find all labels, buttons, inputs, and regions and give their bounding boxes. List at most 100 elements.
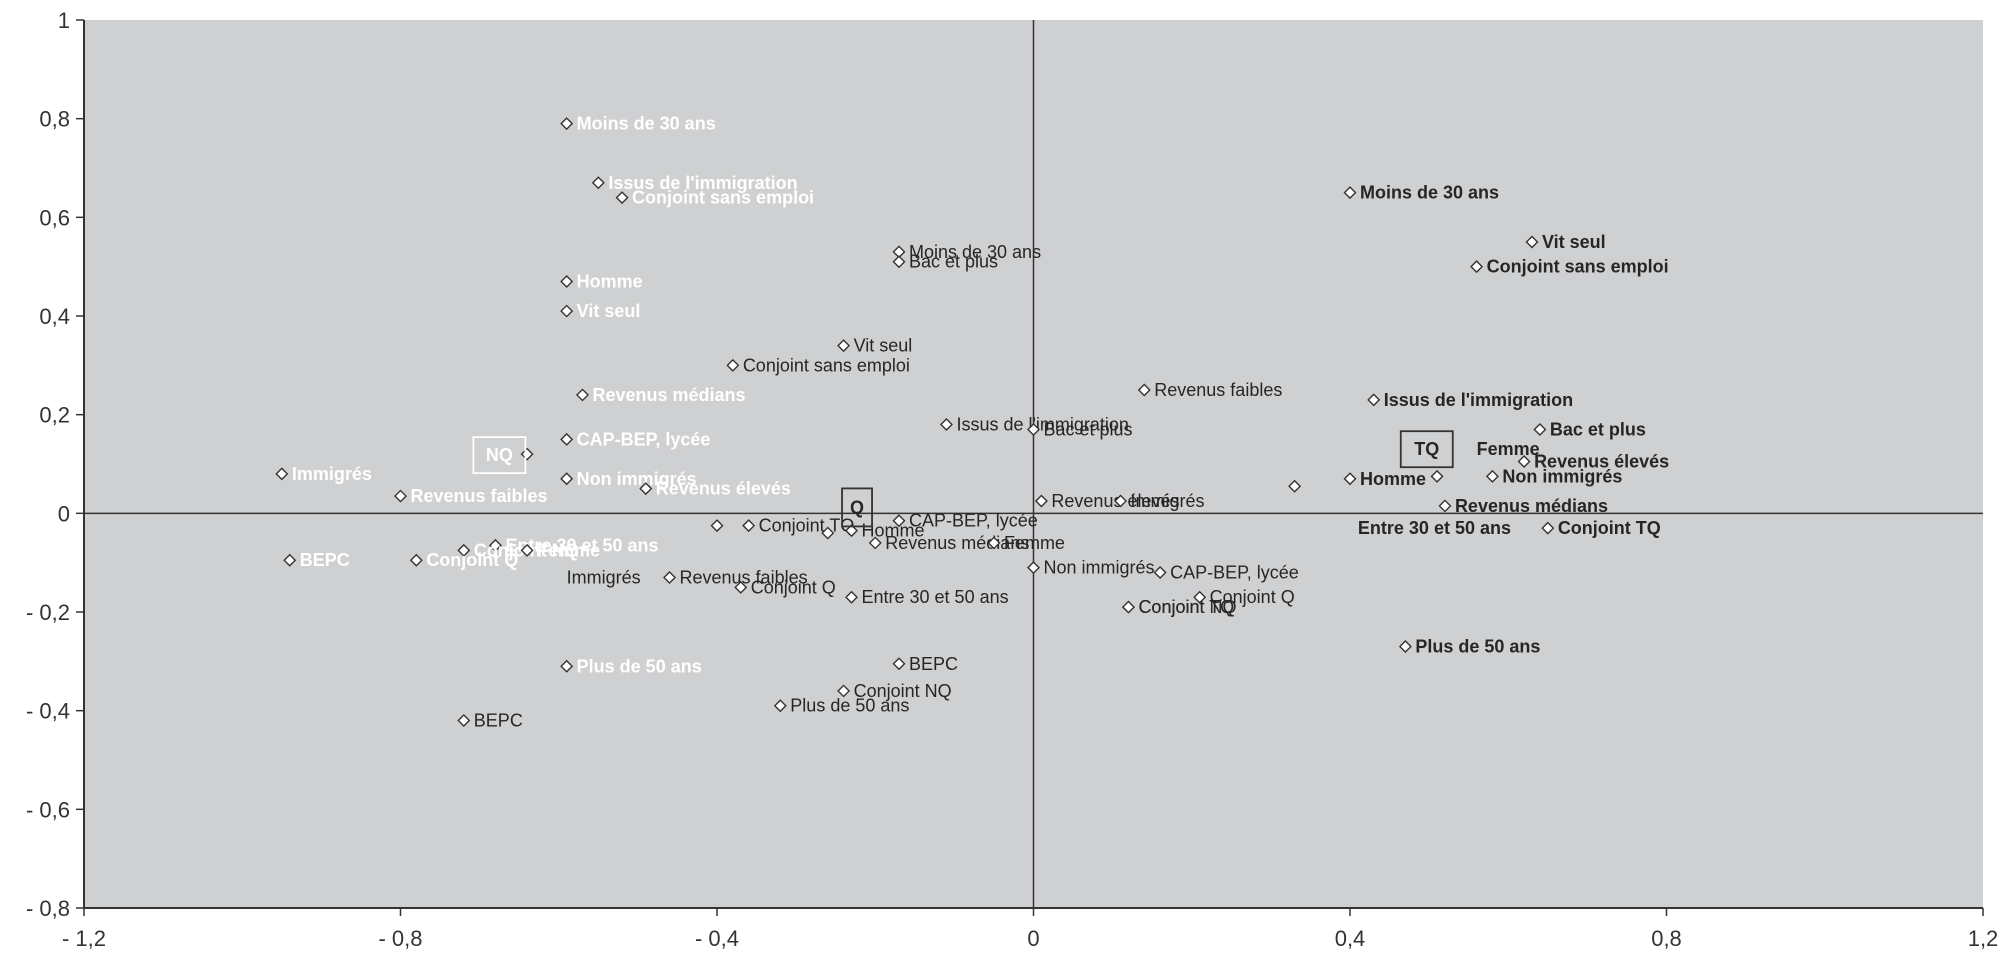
point-marker [837,684,851,698]
point-label-revenus-faibles: Revenus faibles [411,486,548,506]
point-label-homme: Homme [1360,469,1426,489]
point-label-femme: Femme [1004,533,1065,553]
point-marker [560,472,574,486]
point-marker [987,536,1001,550]
point-marker [1430,469,1444,483]
point-label-revenus-faibles: Revenus faibles [680,567,808,587]
point-marker [1367,393,1381,407]
point-label-bepc: BEPC [474,711,523,731]
point-label-issus-de-l-immigration: Issus de l'immigration [1384,390,1573,410]
point-marker [1485,469,1499,483]
point-label-revenus-eleves: Revenus élevés [656,479,791,499]
point-marker [1533,422,1547,436]
point-label-entre-30-et-50-ans: Entre 30 et 50 ans [862,587,1009,607]
x-tick-label: 0,8 [1651,926,1682,951]
y-tick-label: 0,4 [39,304,70,329]
point-label-conjoint-q: Conjoint Q [426,550,518,570]
point-label-conjoint-sans-emploi: Conjoint sans emploi [743,355,910,375]
centroid-label-q: Q [850,497,864,517]
point-marker [1137,383,1151,397]
point-marker [663,570,677,584]
point-label-immigres: Immigrés [1131,491,1205,511]
tick-labels: 1 0,8 0,6 0,4 0,2 0 - 0,2 - 0,4 - 0,6 - 0,8 - 1,2 -… [26,8,1998,951]
point-marker [734,580,748,594]
point-label-vit-seul: Vit seul [854,336,913,356]
point-label-cap-bep-lycee: CAP-BEP, lycée [577,429,711,449]
y-tick-label: - 0,2 [26,600,70,625]
point-marker [1193,590,1207,604]
centroid-box-tq [1399,430,1454,469]
point-marker [1517,455,1531,469]
point-marker [275,467,289,481]
x-tick-label: - 0,8 [378,926,422,951]
point-marker [488,538,502,552]
point-marker [821,526,835,540]
point-marker [837,339,851,353]
point-marker [1121,600,1135,614]
point-label-conjoint-q: Conjoint Q [1210,587,1295,607]
point-marker [1343,186,1357,200]
point-marker [560,117,574,131]
point-label-non-immigres: Non immigrés [1502,466,1622,486]
y-tick-label: 0,8 [39,107,70,132]
point-marker [845,524,859,538]
point-label-conjoint-q: Conjoint Q [751,577,836,597]
x-tick-label: 1,2 [1968,926,1999,951]
point-label-issus-de-l-immigration: Issus de l'immigration [956,415,1129,435]
point-label-conjoint-tq: Conjoint TQ [1138,597,1234,617]
point-label-plus-de-50-ans: Plus de 50 ans [790,696,909,716]
centroid-label-nq: NQ [486,445,513,465]
point-label-vit-seul: Vit seul [1542,232,1606,252]
point-marker [1398,640,1412,654]
point-label-cap-bep-lycee: CAP-BEP, lycée [1170,563,1299,583]
x-tick-label: - 1,2 [62,926,106,951]
y-tick-label: - 0,4 [26,699,70,724]
free-label-immigres: Immigrés [567,567,641,587]
point-marker [892,514,906,528]
point-label-bac-et-plus: Bac et plus [909,252,998,272]
point-marker [615,191,629,205]
point-label-cap-bep-lycee: CAP-BEP, lycée [909,511,1038,531]
point-label-revenus-medians: Revenus médians [592,385,745,405]
point-marker [845,590,859,604]
y-tick-label: 0,2 [39,403,70,428]
centroid-boxes: NQ Q TQ [472,430,1454,528]
point-marker [1541,521,1555,535]
point-label-moins-de-30-ans: Moins de 30 ans [909,242,1041,262]
point-label-bac-et-plus: Bac et plus [1044,419,1133,439]
point-marker [1153,566,1167,580]
point-marker [773,699,787,713]
y-tick-label: 1 [58,8,70,33]
point-marker [283,553,297,567]
point-marker [939,418,953,432]
point-label-conjoint-nq: Conjoint NQ [854,681,952,701]
point-marker [520,447,534,461]
point-label-conjoint-tq: Conjoint TQ [1558,518,1661,538]
point-label-conjoint-sans-emploi: Conjoint sans emploi [1487,257,1669,277]
point-marker [457,543,471,557]
point-marker [520,543,534,557]
x-tick-label: 0 [1027,926,1039,951]
point-label-moins-de-30-ans: Moins de 30 ans [1360,183,1499,203]
point-marker [591,176,605,190]
y-tick-label: - 0,6 [26,797,70,822]
point-marker [560,304,574,318]
point-marker [726,358,740,372]
point-label-homme: Homme [577,271,643,291]
point-label-non-immigres: Non immigrés [577,469,697,489]
point-marker [560,432,574,446]
point-marker [1027,422,1040,436]
point-label-entre-30-et-50-ans: Entre 30 et 50 ans [505,535,658,555]
point-marker [1438,499,1452,513]
free-label-femme: Femme [1477,439,1540,459]
centroid-label-tq: TQ [1414,439,1439,459]
point-label-vit-seul: Vit seul [577,301,641,321]
point-marker [710,519,724,533]
point-label-moins-de-30-ans: Moins de 30 ans [577,114,716,134]
data-points: Moins de 30 ans Issus de l'immigration Con… [275,114,1669,731]
point-marker [1470,260,1484,274]
point-label-plus-de-50-ans: Plus de 50 ans [577,656,702,676]
centroid-box-nq [472,436,527,475]
point-label-bepc: BEPC [909,654,958,674]
point-label-revenus-faibles: Revenus faibles [1154,380,1282,400]
